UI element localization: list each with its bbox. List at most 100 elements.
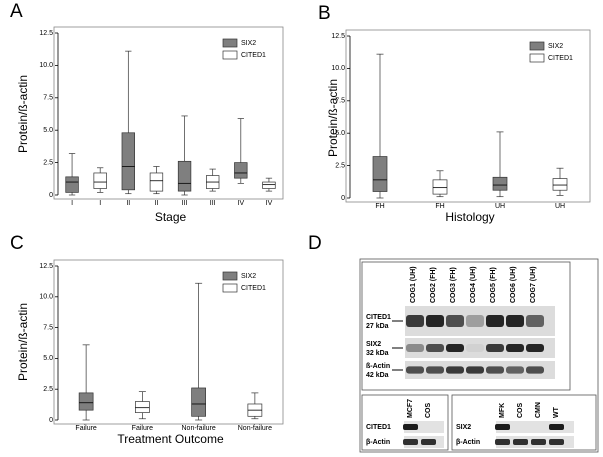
legend-label: CITED1 — [241, 285, 266, 292]
panel-label: B — [318, 3, 331, 24]
box-body — [135, 401, 150, 413]
blot-frame — [451, 394, 597, 451]
panel-label: C — [10, 233, 24, 254]
blot-frame — [361, 394, 449, 451]
box-body — [65, 176, 79, 193]
y-axis-title: Protein/ß-actin — [16, 75, 30, 153]
y-tick-label: 7.5 — [43, 324, 53, 331]
row-label: CITED1 — [366, 424, 391, 431]
y-tick-label: 12.5 — [39, 263, 53, 270]
box — [177, 115, 192, 196]
row-label: CITED1 — [366, 314, 391, 321]
lane-label: COG4 (UH) — [470, 266, 477, 303]
band — [406, 344, 424, 352]
x-tick-label: UH — [555, 203, 565, 210]
box-body — [177, 160, 192, 192]
x-axis-title: Stage — [155, 210, 187, 224]
lane-label: COG2 (FH) — [430, 267, 437, 303]
box — [206, 168, 220, 192]
legend-label: SIX2 — [241, 273, 256, 280]
lane-label: COG3 (FH) — [450, 267, 457, 303]
band — [486, 344, 504, 352]
box-body — [552, 178, 568, 191]
box — [552, 167, 568, 196]
box-body — [234, 162, 248, 179]
band — [446, 366, 464, 374]
y-tick-label: 7.5 — [335, 98, 345, 105]
legend-swatch — [529, 41, 545, 51]
x-tick-label: Non-failure — [182, 425, 216, 432]
row-label: SIX2 — [366, 341, 381, 348]
legend-label: CITED1 — [548, 55, 573, 62]
band — [403, 439, 418, 445]
x-tick-label: II — [154, 200, 158, 207]
y-tick-label: 5.0 — [43, 127, 53, 134]
band — [549, 439, 564, 445]
band — [486, 315, 504, 327]
y-tick-label: 5.0 — [335, 130, 345, 137]
row-size: 27 kDa — [366, 323, 389, 330]
lane-label: MFK — [499, 403, 506, 418]
y-tick-label: 5.0 — [43, 355, 53, 362]
band — [531, 439, 546, 445]
lane-label: COG5 (FH) — [490, 267, 497, 303]
box-body — [492, 176, 508, 191]
legend-swatch — [222, 283, 238, 293]
band — [426, 366, 444, 374]
y-tick-label: 10.0 — [39, 62, 53, 69]
panel-label: A — [10, 1, 23, 22]
legend-label: SIX2 — [241, 40, 256, 47]
y-axis-title: Protein/ß-actin — [16, 303, 30, 381]
band — [403, 424, 418, 430]
box — [135, 391, 150, 420]
row-size: 32 kDa — [366, 350, 389, 357]
x-tick-label: I — [71, 200, 73, 207]
band — [466, 366, 484, 374]
box — [372, 53, 388, 199]
band — [466, 344, 484, 352]
box — [191, 282, 206, 421]
legend-label: CITED1 — [241, 52, 266, 59]
band — [549, 424, 564, 430]
x-tick-label: UH — [495, 203, 505, 210]
band — [495, 424, 510, 430]
row-label: β-Actin — [366, 439, 390, 446]
plot-frame — [53, 26, 284, 200]
band — [506, 366, 524, 374]
legend-swatch — [529, 53, 545, 63]
band — [406, 315, 424, 327]
y-tick-label: 0 — [49, 417, 53, 424]
y-tick-label: 12.5 — [39, 30, 53, 37]
lane-label: COG1 (UH) — [410, 266, 417, 303]
band — [495, 439, 510, 445]
row-label: β-Actin — [456, 439, 480, 446]
x-tick-label: FH — [435, 203, 444, 210]
band — [506, 344, 524, 352]
x-tick-label: IV — [238, 200, 245, 207]
lane-label: COG6 (UH) — [510, 266, 517, 303]
row-size: 42 kDa — [366, 372, 389, 379]
legend-swatch — [222, 50, 238, 60]
band — [526, 315, 544, 327]
x-tick-label: IV — [266, 200, 273, 207]
band — [526, 366, 544, 374]
box — [65, 153, 79, 196]
y-tick-label: 10.0 — [331, 65, 345, 72]
y-tick-label: 2.5 — [43, 386, 53, 393]
blot-frame — [361, 261, 571, 391]
x-tick-label: III — [210, 200, 216, 207]
legend-swatch — [222, 271, 238, 281]
box — [432, 170, 448, 198]
band — [421, 439, 436, 445]
band — [446, 344, 464, 352]
blot-strip — [405, 338, 555, 358]
box — [78, 344, 94, 421]
box-body — [262, 181, 276, 189]
band — [426, 344, 444, 352]
x-tick-label: Failure — [75, 425, 97, 432]
y-tick-label: 12.5 — [331, 33, 345, 40]
x-tick-label: II — [126, 200, 130, 207]
plot-frame — [345, 29, 591, 203]
